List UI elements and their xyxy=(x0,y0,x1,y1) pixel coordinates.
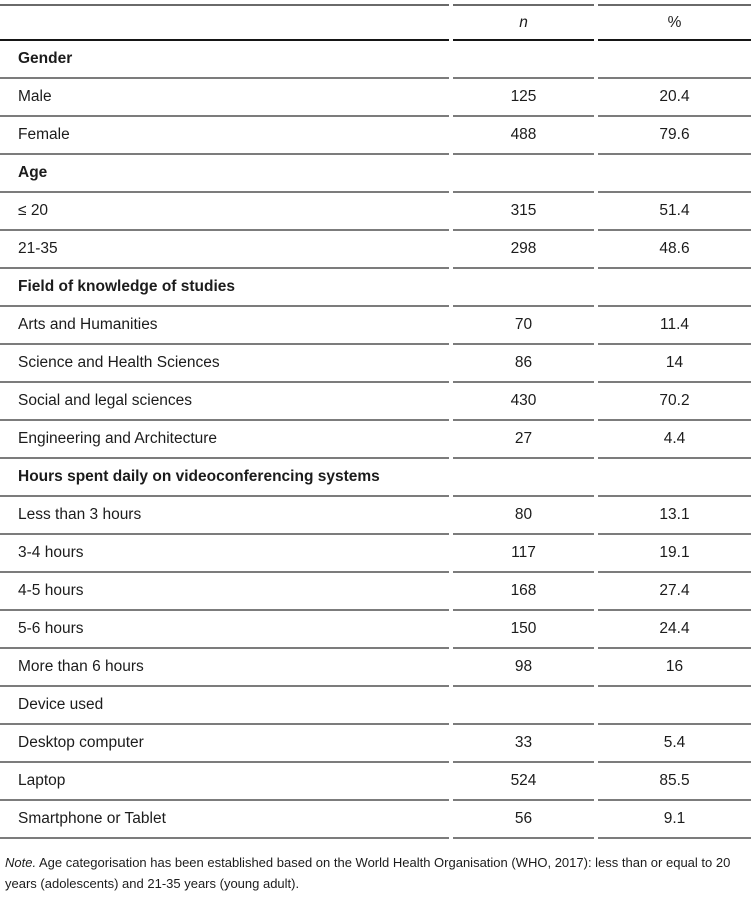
row-percent-value: 48.6 xyxy=(598,231,751,269)
row-label: Arts and Humanities xyxy=(0,307,449,345)
row-label: Desktop computer xyxy=(0,725,449,763)
row-n-value xyxy=(453,269,594,307)
row-n-value: 33 xyxy=(453,725,594,763)
row-label: More than 6 hours xyxy=(0,649,449,687)
row-label: Device used xyxy=(0,687,449,725)
row-n-value xyxy=(453,41,594,79)
table-header-row: n % xyxy=(0,4,751,41)
row-percent-value xyxy=(598,269,751,307)
row-label: 21-35 xyxy=(0,231,449,269)
row-label: 3-4 hours xyxy=(0,535,449,573)
row-n-value: 315 xyxy=(453,193,594,231)
table-row: Smartphone or Tablet 56 9.1 xyxy=(0,801,751,839)
row-label: Laptop xyxy=(0,763,449,801)
row-n-value: 117 xyxy=(453,535,594,573)
row-label: Female xyxy=(0,117,449,155)
row-label: Field of knowledge of studies xyxy=(0,269,449,307)
row-percent-value: 70.2 xyxy=(598,383,751,421)
demographics-table: n % Gender Male 125 20.4 Female 488 79.6 Age ≤ 2… xyxy=(0,4,751,839)
row-n-value: 27 xyxy=(453,421,594,459)
row-percent-value xyxy=(598,459,751,497)
row-label: Male xyxy=(0,79,449,117)
row-percent-value: 11.4 xyxy=(598,307,751,345)
table-note: Note. Age categorisation has been establ… xyxy=(0,852,751,894)
row-label: 5-6 hours xyxy=(0,611,449,649)
row-percent-value: 85.5 xyxy=(598,763,751,801)
row-percent-value: 9.1 xyxy=(598,801,751,839)
row-percent-value: 51.4 xyxy=(598,193,751,231)
row-percent-value: 79.6 xyxy=(598,117,751,155)
row-percent-value xyxy=(598,687,751,725)
table-row: Male 125 20.4 xyxy=(0,79,751,117)
table-row: Science and Health Sciences 86 14 xyxy=(0,345,751,383)
row-n-value: 125 xyxy=(453,79,594,117)
section-header-row: Gender xyxy=(0,41,751,79)
table-row: 21-35 298 48.6 xyxy=(0,231,751,269)
note-label: Note. xyxy=(5,855,37,870)
table-row: 5-6 hours 150 24.4 xyxy=(0,611,751,649)
section-header-row: Field of knowledge of studies xyxy=(0,269,751,307)
row-n-value: 298 xyxy=(453,231,594,269)
row-label: 4-5 hours xyxy=(0,573,449,611)
table-row: Less than 3 hours 80 13.1 xyxy=(0,497,751,535)
row-percent-value: 16 xyxy=(598,649,751,687)
header-empty-cell xyxy=(0,4,449,41)
table-row: Desktop computer 33 5.4 xyxy=(0,725,751,763)
section-header-row: Device used xyxy=(0,687,751,725)
row-n-value xyxy=(453,155,594,193)
table-row: ≤ 20 315 51.4 xyxy=(0,193,751,231)
table-row: Social and legal sciences 430 70.2 xyxy=(0,383,751,421)
row-percent-value: 13.1 xyxy=(598,497,751,535)
row-percent-value: 4.4 xyxy=(598,421,751,459)
table-row: 3-4 hours 117 19.1 xyxy=(0,535,751,573)
row-n-value: 70 xyxy=(453,307,594,345)
row-label: Engineering and Architecture xyxy=(0,421,449,459)
row-percent-value: 20.4 xyxy=(598,79,751,117)
column-header-percent: % xyxy=(598,4,751,41)
row-label: Hours spent daily on videoconferencing s… xyxy=(0,459,449,497)
row-label: Less than 3 hours xyxy=(0,497,449,535)
table-row: More than 6 hours 98 16 xyxy=(0,649,751,687)
note-text: Age categorisation has been established … xyxy=(5,855,731,891)
row-label: Smartphone or Tablet xyxy=(0,801,449,839)
row-percent-value xyxy=(598,155,751,193)
row-n-value: 150 xyxy=(453,611,594,649)
table-body: Gender Male 125 20.4 Female 488 79.6 Age ≤ 20 315… xyxy=(0,41,751,839)
row-percent-value: 19.1 xyxy=(598,535,751,573)
row-n-value: 524 xyxy=(453,763,594,801)
row-n-value: 86 xyxy=(453,345,594,383)
row-n-value xyxy=(453,459,594,497)
row-n-value xyxy=(453,687,594,725)
row-label: Social and legal sciences xyxy=(0,383,449,421)
section-header-row: Hours spent daily on videoconferencing s… xyxy=(0,459,751,497)
row-n-value: 168 xyxy=(453,573,594,611)
row-n-value: 98 xyxy=(453,649,594,687)
table-row: Female 488 79.6 xyxy=(0,117,751,155)
row-percent-value: 5.4 xyxy=(598,725,751,763)
row-percent-value xyxy=(598,41,751,79)
row-label: Science and Health Sciences xyxy=(0,345,449,383)
column-header-n: n xyxy=(453,4,594,41)
row-n-value: 430 xyxy=(453,383,594,421)
table-row: Engineering and Architecture 27 4.4 xyxy=(0,421,751,459)
row-n-value: 488 xyxy=(453,117,594,155)
row-label: Age xyxy=(0,155,449,193)
table-row: Laptop 524 85.5 xyxy=(0,763,751,801)
row-n-value: 56 xyxy=(453,801,594,839)
table-row: Arts and Humanities 70 11.4 xyxy=(0,307,751,345)
row-percent-value: 14 xyxy=(598,345,751,383)
section-header-row: Age xyxy=(0,155,751,193)
row-label: Gender xyxy=(0,41,449,79)
table-row: 4-5 hours 168 27.4 xyxy=(0,573,751,611)
row-percent-value: 24.4 xyxy=(598,611,751,649)
row-percent-value: 27.4 xyxy=(598,573,751,611)
row-label: ≤ 20 xyxy=(0,193,449,231)
row-n-value: 80 xyxy=(453,497,594,535)
